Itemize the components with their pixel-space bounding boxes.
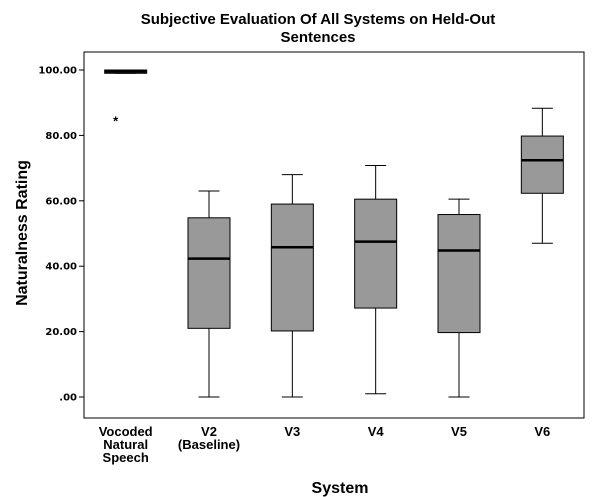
box-5 [520,135,564,194]
plot-frame [83,51,585,419]
y-tick-label-5: 100.00 [38,66,77,77]
y-tick-label-0: .00 [59,393,77,404]
category-label-5-0: V6 [534,424,550,439]
y-axis-label: Naturalness Rating [14,160,31,306]
x-axis-label: System [312,480,369,497]
box-4 [437,214,481,334]
box-3 [354,198,398,309]
outlier-0-0: * [113,114,119,129]
y-tick-label-1: 20.00 [45,327,77,338]
box-1 [187,217,231,329]
category-label-0-1: Natural [103,437,148,452]
category-label-4-0: V5 [451,424,467,439]
category-label-2-0: V3 [284,424,300,439]
category-label-0-2: Speech [103,450,149,465]
category-label-1-0: V2 [201,424,217,439]
category-label-3-0: V4 [368,424,385,439]
chart-title-line-1: Subjective Evaluation Of All Systems on … [141,11,496,28]
chart-title-line-2: Sentences [280,29,355,46]
category-label-1-1: (Baseline) [178,437,240,452]
y-tick-label-2: 40.00 [45,262,77,273]
y-tick-label-4: 80.00 [45,131,77,142]
y-tick-label-3: 60.00 [45,196,77,207]
box-2 [270,203,314,332]
category-label-0-0: Vocoded [99,424,153,439]
plot-area: .00 20.00 40.00 60.00 80.00 100.00 * VocodedNat… [38,51,585,465]
